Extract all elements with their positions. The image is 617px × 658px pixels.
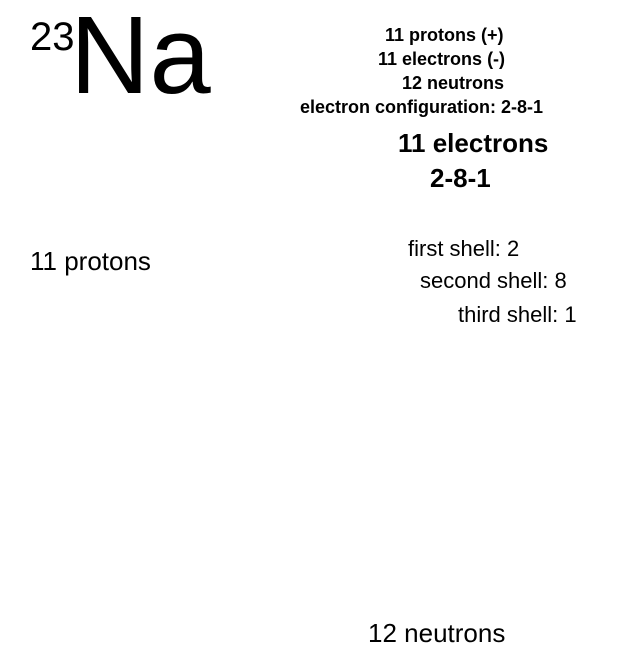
label-second-shell: second shell: 8	[420, 268, 567, 294]
big-electrons: 11 electrons	[398, 128, 548, 159]
label-first-shell: first shell: 2	[408, 236, 519, 262]
info-neutrons: 12 neutrons	[402, 73, 504, 94]
label-neutrons: 12 neutrons	[368, 618, 505, 649]
mass-number: 23	[30, 15, 75, 60]
element-symbol: Na	[70, 0, 211, 119]
label-third-shell: third shell: 1	[458, 302, 577, 328]
label-protons: 11 protons	[30, 246, 151, 277]
info-config: electron configuration: 2-8-1	[300, 97, 543, 118]
info-electrons: 11 electrons (-)	[378, 49, 505, 70]
info-protons: 11 protons (+)	[385, 25, 504, 46]
big-config: 2-8-1	[430, 163, 491, 194]
